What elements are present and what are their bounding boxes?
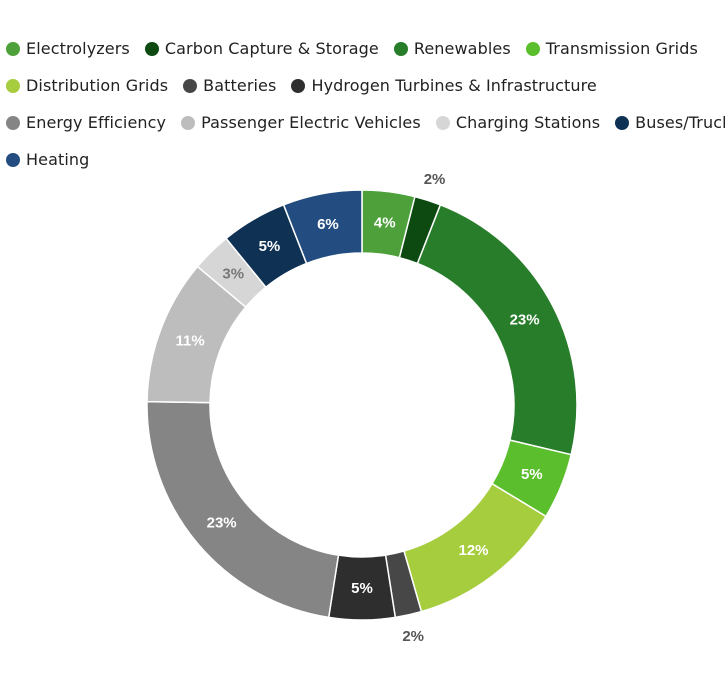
- legend-label: Heating: [26, 150, 90, 169]
- legend-item[interactable]: Transmission Grids: [525, 39, 698, 58]
- legend-item[interactable]: Carbon Capture & Storage: [144, 39, 379, 58]
- legend-label: Electrolyzers: [26, 39, 130, 58]
- slice-data-label: 2%: [424, 171, 446, 188]
- legend-row: Heating: [6, 141, 722, 178]
- legend-swatch: [6, 152, 20, 167]
- legend-swatch: [435, 115, 450, 130]
- legend-swatch: [6, 78, 20, 93]
- legend-item[interactable]: Hydrogen Turbines & Infrastructure: [291, 76, 597, 95]
- legend-item[interactable]: Heating: [6, 150, 89, 169]
- legend-label: Renewables: [413, 39, 511, 58]
- legend-swatch: [181, 115, 196, 130]
- donut-slice[interactable]: [146, 400, 340, 619]
- donut-slice[interactable]: [416, 203, 578, 456]
- slice-data-label: 6%: [317, 216, 339, 233]
- legend-swatch: [6, 41, 20, 56]
- slice-data-label: 11%: [176, 332, 205, 349]
- slice-data-label: 12%: [459, 542, 489, 559]
- legend-row: Energy Efficiency Passenger Electric Vehi…: [6, 104, 725, 141]
- legend-swatch: [183, 78, 198, 93]
- slice-data-label: 2%: [402, 628, 424, 645]
- legend-swatch: [525, 41, 540, 56]
- chart-legend: Electrolyzers Carbon Capture & Storage Ren…: [6, 30, 725, 178]
- legend-item[interactable]: Electrolyzers: [6, 39, 130, 58]
- slice-data-label: 23%: [207, 515, 237, 532]
- legend-swatch: [291, 78, 306, 93]
- legend-label: Buses/Trucks: [635, 113, 725, 132]
- legend-item[interactable]: Renewables: [393, 39, 511, 58]
- legend-row: Distribution Grids Batteries Hydrogen Turb…: [6, 67, 722, 104]
- donut-slice[interactable]: [282, 189, 363, 265]
- legend-label: Charging Stations: [455, 113, 601, 132]
- slice-data-label: 3%: [222, 266, 244, 283]
- slice-data-label: 23%: [510, 311, 540, 328]
- legend-label: Batteries: [203, 76, 277, 95]
- legend-swatch: [393, 41, 408, 56]
- legend-swatch: [6, 115, 20, 130]
- legend-item[interactable]: Energy Efficiency: [6, 113, 166, 132]
- legend-swatch: [144, 41, 159, 56]
- slice-data-label: 4%: [374, 214, 396, 231]
- legend-item[interactable]: Batteries: [183, 76, 276, 95]
- legend-label: Passenger Electric Vehicles: [201, 113, 421, 132]
- legend-label: Distribution Grids: [26, 76, 169, 95]
- legend-row: Electrolyzers Carbon Capture & Storage Ren…: [6, 30, 722, 67]
- legend-item[interactable]: Distribution Grids: [6, 76, 168, 95]
- slice-data-label: 5%: [259, 238, 281, 255]
- slice-data-label: 5%: [521, 466, 543, 483]
- legend-item[interactable]: Buses/Trucks: [615, 113, 725, 132]
- legend-item[interactable]: Charging Stations: [435, 113, 601, 132]
- legend-label: Transmission Grids: [545, 39, 698, 58]
- legend-item[interactable]: Passenger Electric Vehicles: [181, 113, 421, 132]
- legend-label: Carbon Capture & Storage: [164, 39, 379, 58]
- legend-label: Hydrogen Turbines & Infrastructure: [311, 76, 597, 95]
- legend-swatch: [615, 115, 630, 130]
- slice-data-label: 5%: [351, 580, 373, 597]
- legend-label: Energy Efficiency: [26, 113, 167, 132]
